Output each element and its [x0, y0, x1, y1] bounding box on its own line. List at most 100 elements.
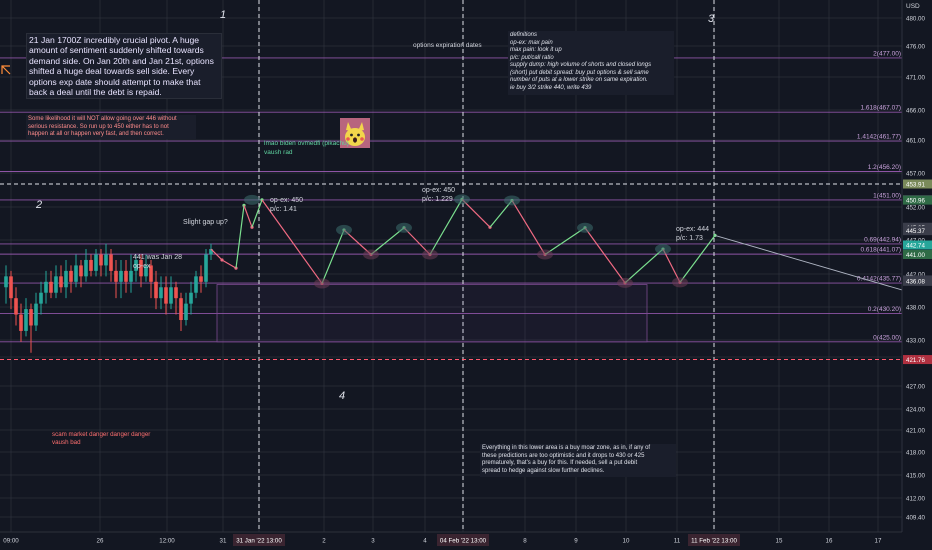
candle-body: [34, 303, 38, 326]
wave-label-3: 3: [708, 13, 715, 25]
candle-body: [119, 270, 123, 282]
prediction-arrow-segment: [370, 227, 405, 255]
opex3-label: op-ex: 444 p/c: 1.73: [676, 226, 710, 242]
candle-body: [84, 259, 88, 277]
definitions-note-text: definitions op-ex: max pain max pain: lo…: [510, 32, 652, 91]
likelihood-note-text: Some likelihood it will NOT allow going …: [28, 116, 177, 138]
candle-body: [74, 265, 78, 282]
candle-body: [114, 270, 118, 282]
candle-body: [104, 254, 108, 266]
wave-label-1: 1: [220, 9, 226, 21]
y-tick-label: 471.00: [906, 75, 925, 82]
price-label-badge: [903, 226, 932, 236]
y-tick-label: 412.00: [906, 496, 925, 503]
scam-label: scam market danger danger danger vaush b…: [52, 431, 151, 446]
pikachu-image: [340, 118, 370, 148]
y-tick-label: 421.00: [906, 428, 925, 435]
candle-body: [189, 292, 193, 304]
fib-level-label: 1.2(456.20): [868, 164, 901, 171]
prediction-arrow-segment: [251, 199, 263, 228]
candle-body: [199, 276, 203, 282]
prediction-arrow-segment: [461, 198, 491, 228]
price-label-text: 442.74: [906, 242, 925, 249]
price-label-badge: [903, 276, 932, 286]
prediction-arrow-segment: [679, 235, 716, 283]
time-label-badge: [233, 534, 285, 546]
price-label-badge: [903, 250, 932, 260]
candle-body: [194, 276, 198, 293]
y-tick-label: 461.00: [906, 138, 925, 145]
y-tick-label: 466.00: [906, 108, 925, 115]
x-tick-label: 17: [875, 538, 882, 545]
prediction-arrow-segment: [429, 199, 463, 255]
pivot-marker: [655, 244, 671, 255]
price-label-badge: [903, 179, 932, 189]
prediction-arrow-segment: [321, 229, 345, 284]
candle-body: [44, 281, 48, 293]
prediction-arrow-segment: [235, 205, 245, 269]
x-tick-label: 15: [776, 538, 783, 545]
lower-area-note[interactable]: Everything in this lower area is a buy m…: [480, 444, 676, 477]
price-label-badge: [903, 355, 932, 365]
candle-body: [109, 254, 113, 271]
y-tick-label: 457.00: [906, 171, 925, 178]
fib-level-label: 0.2(430.20): [868, 306, 901, 313]
definitions-note[interactable]: definitions op-ex: max pain max pain: lo…: [508, 31, 674, 95]
opex2-label: op-ex: 450 p/c: 1.229: [422, 187, 456, 203]
x-tick-label: 09:00: [3, 538, 19, 545]
lower-area-note-text: Everything in this lower area is a buy m…: [482, 445, 651, 474]
pivot-marker: [617, 277, 633, 288]
likelihood-note[interactable]: Some likelihood it will NOT allow going …: [26, 115, 196, 139]
candle-body: [169, 287, 173, 304]
prediction-arrow-head: [713, 233, 717, 237]
x-tick-label: 31: [220, 538, 227, 545]
lmao-label: lmao biden ovmedfi (pikachu) vaush rad: [264, 140, 349, 156]
fib-level-label: 0.69(442.94): [864, 236, 901, 243]
x-tick-label: 16: [826, 538, 833, 545]
prediction-arrow-segment: [489, 200, 513, 228]
fib-level-label: 0.618(441.07): [861, 247, 901, 254]
candle-body: [209, 249, 213, 255]
projection-line: [714, 234, 903, 291]
time-label-badge: [437, 534, 489, 546]
y-tick-label: 438.00: [906, 305, 925, 312]
prediction-arrow-segment: [662, 248, 681, 283]
opex1-label: op-ex: 450 p/c: 1.41: [270, 197, 304, 213]
fib-level-label: 1.618(467.07): [861, 105, 901, 112]
x-tick-label: 26: [97, 538, 104, 545]
pivot-marker: [577, 222, 593, 233]
pivot-marker: [672, 277, 688, 288]
candle-body: [179, 298, 183, 321]
candle-body: [184, 303, 188, 321]
pivot-marker: [336, 224, 352, 235]
fib-level-label: 0.4142(435.77): [857, 276, 901, 283]
candle-body: [79, 265, 83, 277]
prediction-arrow-segment: [221, 259, 237, 269]
wave-label-4: 4: [339, 390, 345, 402]
candle-body: [159, 287, 163, 299]
candle-body: [129, 270, 133, 282]
candle-body: [59, 276, 63, 288]
x-tick-label: 12:00: [159, 538, 175, 545]
prediction-arrow-segment: [511, 200, 546, 255]
pivot-marker: [244, 194, 260, 205]
pointer-arrow-icon: [1, 65, 11, 75]
jan28-label: 441 was Jan 28 op-ex: [133, 254, 183, 270]
price-label-text: 445.37: [906, 228, 925, 235]
x-tick-label: 11: [674, 538, 681, 545]
prediction-arrow-segment: [243, 205, 253, 228]
candle-body: [39, 292, 43, 304]
y-tick-label: 418.00: [906, 450, 925, 457]
fib-level-label: 2(477.00): [873, 50, 901, 57]
y-tick-label: 415.00: [906, 473, 925, 480]
prediction-arrow-segment: [210, 248, 223, 261]
candle-body: [124, 270, 128, 282]
time-highlight-label: 31 Jan '22 13:00: [236, 538, 282, 545]
y-tick-label: 480.00: [906, 16, 925, 23]
pivot-note[interactable]: 21 Jan 1700Z incredibly crucial pivot. A…: [26, 33, 222, 99]
fib-level-label: 0(425.00): [873, 334, 901, 341]
prediction-arrow-segment: [544, 227, 586, 255]
pivot-marker: [314, 278, 330, 289]
